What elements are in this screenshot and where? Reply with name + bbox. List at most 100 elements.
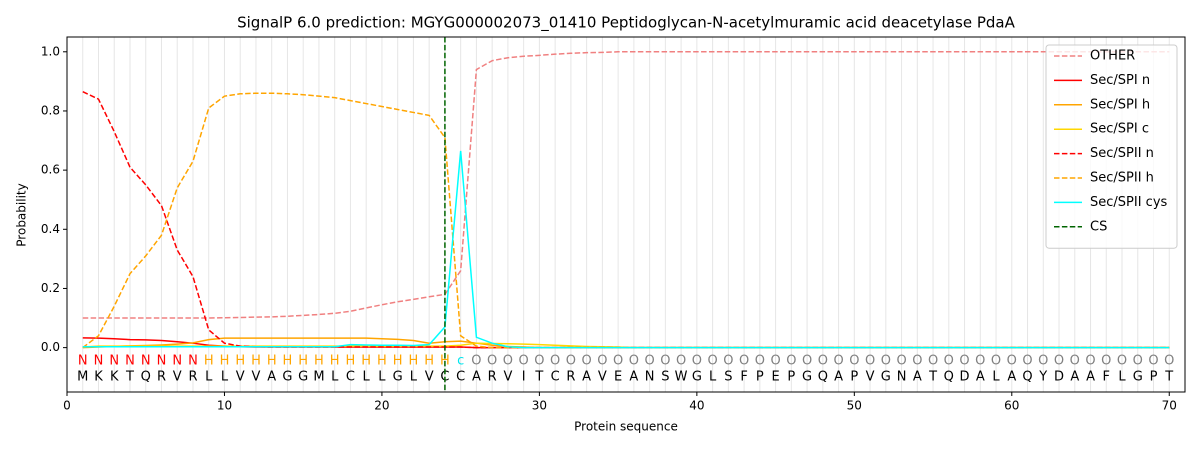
residue-label: O	[1085, 354, 1095, 369]
residue-label: O	[1148, 354, 1158, 369]
residue-label: O	[975, 354, 985, 369]
y-tick-label: 0.8	[41, 103, 60, 117]
plot-frame	[66, 36, 1186, 393]
residue-letter: K	[94, 370, 103, 385]
residue-label: H	[330, 354, 340, 369]
x-tick-label: 70	[1162, 399, 1177, 413]
residue-label: O	[896, 354, 906, 369]
residue-label: H	[251, 354, 261, 369]
legend-label: Sec/SPI n	[1090, 73, 1150, 88]
residue-label: O	[881, 354, 891, 369]
residue-label: O	[739, 354, 749, 369]
residue-letter: F	[1103, 370, 1110, 385]
residue-label: O	[865, 354, 875, 369]
residue-label: O	[1070, 354, 1080, 369]
residue-label: O	[755, 354, 765, 369]
residue-letter: L	[992, 370, 1000, 385]
residue-letter: P	[1150, 370, 1158, 385]
legend-label: Sec/SPI c	[1090, 122, 1149, 137]
residue-letter: T	[534, 370, 543, 385]
legend: OTHER Sec/SPI n Sec/SPI h Sec/SPI c Sec/SPII…	[1045, 44, 1178, 249]
residue-letter: I	[522, 370, 526, 385]
residue-label: N	[109, 354, 119, 369]
residue-letter: Q	[141, 370, 151, 385]
residue-letter: K	[110, 370, 119, 385]
residue-letter: G	[282, 370, 292, 385]
residue-label: O	[692, 354, 702, 369]
residue-letter: A	[834, 370, 843, 385]
residue-letter: G	[802, 370, 812, 385]
residue-label: O	[1007, 354, 1017, 369]
residue-label: H	[346, 354, 356, 369]
residue-letter: M	[313, 370, 324, 385]
legend-label: CS	[1090, 219, 1107, 234]
residue-letter: A	[976, 370, 985, 385]
residue-letter: R	[566, 370, 575, 385]
residue-label: N	[125, 354, 135, 369]
y-tick-label: 0.2	[41, 281, 60, 295]
x-tick-label: 20	[374, 399, 389, 413]
residue-label: O	[723, 354, 733, 369]
residue-label: O	[1164, 354, 1174, 369]
residue-letter: L	[363, 370, 371, 385]
residue-label: O	[786, 354, 796, 369]
residue-letter: V	[425, 370, 434, 385]
residue-label: H	[377, 354, 387, 369]
residue-label: O	[944, 354, 954, 369]
residue-label: N	[94, 354, 104, 369]
residue-label: O	[519, 354, 529, 369]
residue-letter: V	[252, 370, 261, 385]
y-tick-label: 1.0	[41, 44, 60, 58]
residue-letter: A	[472, 370, 481, 385]
residue-letter: T	[928, 370, 937, 385]
residue-label: N	[157, 354, 167, 369]
x-tick-label: 0	[63, 399, 71, 413]
residue-label: O	[1022, 354, 1032, 369]
x-tick-label: 10	[217, 399, 232, 413]
series-line	[82, 51, 1170, 319]
residue-letter: D	[1054, 370, 1064, 385]
residue-letter: L	[378, 370, 386, 385]
residue-label: H	[298, 354, 308, 369]
residue-letter: G	[692, 370, 702, 385]
residue-label: O	[597, 354, 607, 369]
residue-letter: R	[188, 370, 197, 385]
legend-label: Sec/SPII n	[1090, 146, 1154, 161]
residue-letter: C	[456, 370, 465, 385]
residue-letter: A	[267, 370, 276, 385]
residue-letter: Y	[1038, 370, 1047, 385]
residue-label: O	[1054, 354, 1064, 369]
residue-letter: S	[661, 370, 669, 385]
residue-label: O	[582, 354, 592, 369]
residue-label: O	[534, 354, 544, 369]
residue-letter: R	[488, 370, 497, 385]
residue-letter: A	[1086, 370, 1095, 385]
residue-letter: L	[331, 370, 339, 385]
residue-letter: L	[410, 370, 418, 385]
residue-letter: V	[598, 370, 607, 385]
residue-letter: V	[866, 370, 875, 385]
residue-label: H	[204, 354, 214, 369]
residue-letter: L	[709, 370, 717, 385]
residue-label: O	[833, 354, 843, 369]
legend-label: OTHER	[1090, 49, 1135, 64]
residue-letter: Q	[1022, 370, 1032, 385]
residue-label: N	[141, 354, 151, 369]
residue-letter: T	[1164, 370, 1173, 385]
legend-box	[1045, 44, 1178, 249]
x-tick-label: 30	[532, 399, 547, 413]
residue-letter: S	[724, 370, 732, 385]
residue-label: H	[409, 354, 419, 369]
residue-label: O	[487, 354, 497, 369]
residue-letter: A	[1070, 370, 1079, 385]
residue-letter: L	[1118, 370, 1126, 385]
y-tick-label: 0.4	[41, 222, 60, 236]
residue-label: O	[707, 354, 717, 369]
residue-letter: R	[157, 370, 166, 385]
residue-label: H	[314, 354, 324, 369]
residue-letter: F	[740, 370, 747, 385]
residue-label: H	[235, 354, 245, 369]
residue-label: O	[660, 354, 670, 369]
